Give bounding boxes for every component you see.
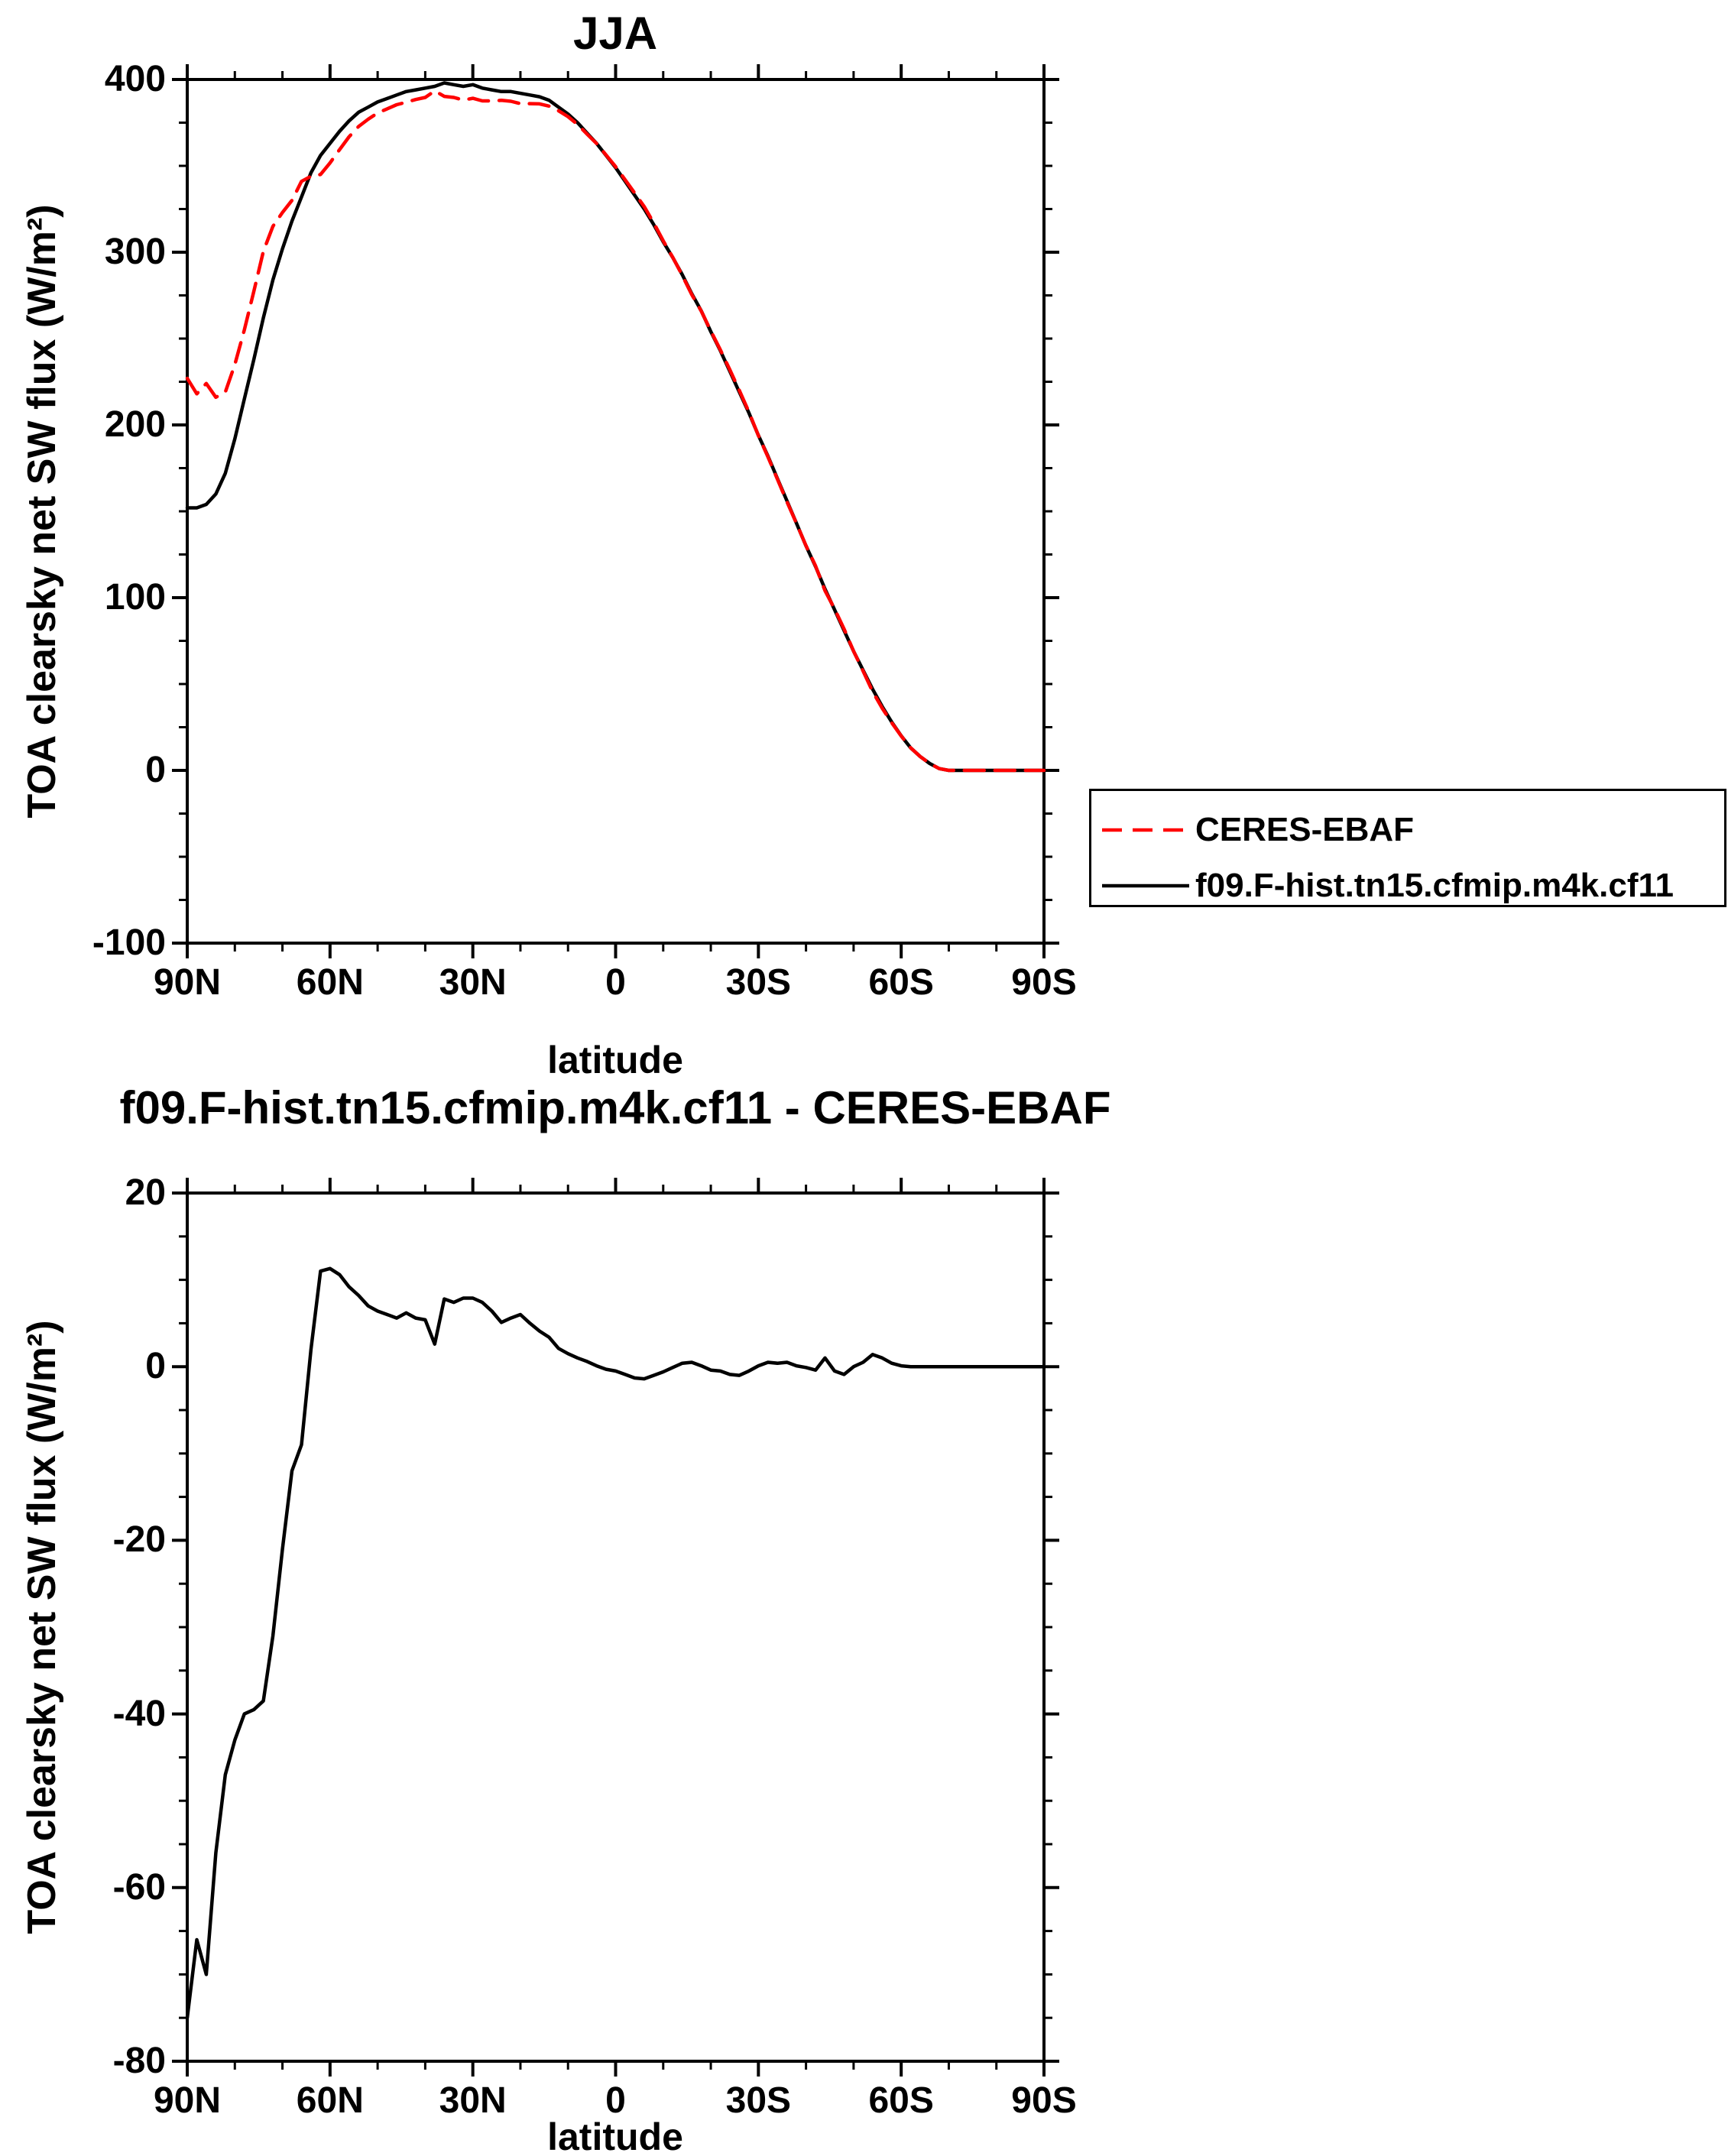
bottom-x-tick-label-90S: 90S [1011, 2080, 1077, 2121]
top-y-axis-title: TOA clearsky net SW flux (W/m²) [20, 204, 64, 819]
bottom-x-tick-label-60S: 60S [868, 2080, 934, 2121]
bottom-x-tick-label-90N: 90N [153, 2080, 222, 2121]
bottom-y-tick-label--20: -20 [112, 1519, 166, 1561]
ceres-dashed-line-sample [1102, 828, 1189, 832]
top-chart-title: JJA [572, 8, 658, 59]
top-y-tick-label-400: 400 [104, 59, 166, 99]
top-y-tick-label--100: -100 [92, 922, 166, 963]
model-solid-line-sample [1102, 883, 1189, 888]
bottom-y-axis-title: TOA clearsky net SW flux (W/m²) [20, 1320, 64, 1934]
bottom-y-tick-label-0: 0 [145, 1346, 166, 1387]
bottom-x-tick-label-0: 0 [605, 2080, 626, 2121]
top-y-tick-label-300: 300 [104, 232, 166, 272]
bottom-y-tick-label--60: -60 [112, 1866, 166, 1908]
top-ceres-ebaf-line [185, 89, 1046, 773]
bottom-x-tick-label-30N: 30N [439, 2080, 507, 2121]
bottom-y-tick-label--40: -40 [112, 1693, 166, 1734]
top-y-tick-label-200: 200 [104, 404, 166, 445]
top-x-tick-label-90S: 90S [1011, 962, 1077, 1003]
top-y-tick-label-0: 0 [145, 750, 166, 790]
bottom-x-tick-label-60N: 60N [296, 2080, 364, 2121]
top-plot-frame [186, 78, 1046, 945]
bottom-x-axis-title: latitude [547, 2115, 683, 2156]
legend-label-model-run: f09.F-hist.tn15.cfmip.m4k.cf11 [1195, 867, 1674, 904]
top-x-tick-label-90N: 90N [153, 962, 222, 1003]
legend-box: CERES-EBAF f09.F-hist.tn15.cfmip.m4k.cf1… [1089, 789, 1726, 907]
top-x-axis-title: latitude [547, 1039, 683, 1081]
top-x-tick-label-30N: 30N [439, 962, 507, 1003]
top-x-tick-label-60N: 60N [296, 962, 364, 1003]
top-plot-area [172, 64, 1059, 958]
legend-label-ceres-ebaf: CERES-EBAF [1195, 811, 1415, 848]
bottom-plot-area [172, 1178, 1059, 2077]
bottom-x-tick-label-30S: 30S [725, 2080, 792, 2121]
top-y-tick-label-100: 100 [104, 577, 166, 618]
legend-row-ceres: CERES-EBAF [1101, 812, 1414, 848]
top-x-tick-label-30S: 30S [725, 962, 792, 1003]
bottom-y-tick-label--80: -80 [112, 2041, 166, 2081]
top-model-line [185, 81, 1046, 773]
legend-row-model: f09.F-hist.tn15.cfmip.m4k.cf11 [1101, 867, 1674, 904]
bottom-difference-line [185, 1266, 1046, 2020]
top-x-tick-label-0: 0 [605, 962, 626, 1003]
top-x-tick-label-60S: 60S [868, 962, 934, 1003]
bottom-y-tick-label-20: 20 [125, 1172, 166, 1213]
bottom-chart-title: f09.F-hist.tn15.cfmip.m4k.cf11 - CERES-E… [119, 1082, 1111, 1133]
